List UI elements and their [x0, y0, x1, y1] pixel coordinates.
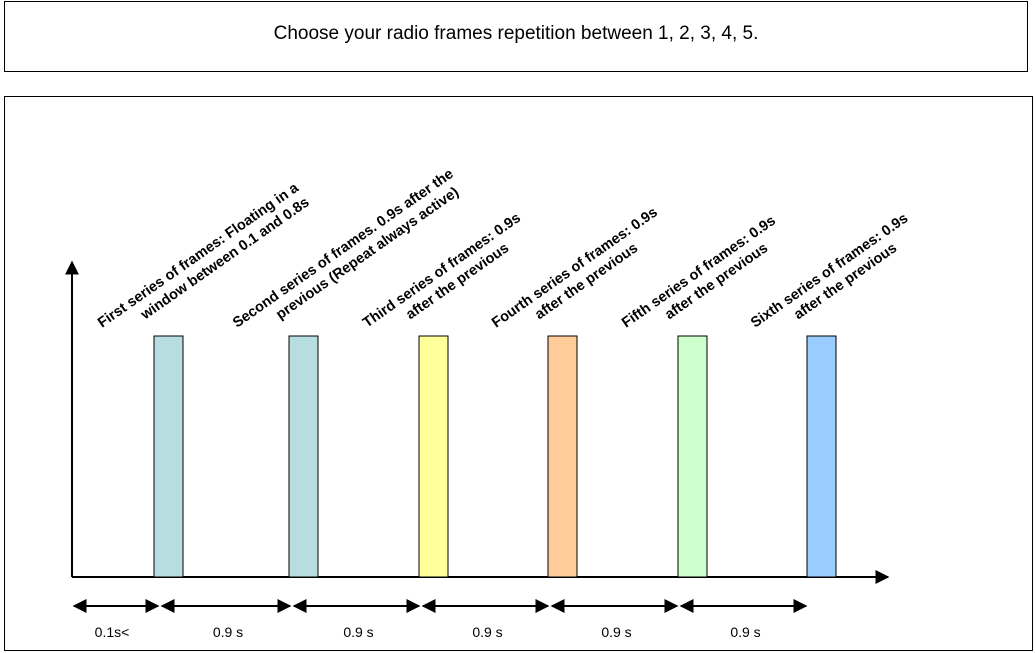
frame-bar-4 [547, 335, 578, 578]
duration-label-3: 0.9 s [343, 624, 373, 640]
duration-label-1: 0.1s< [95, 624, 130, 640]
duration-label-4: 0.9 s [472, 624, 502, 640]
frame-bar-1 [153, 335, 184, 578]
instruction-text: Choose your radio frames repetition betw… [273, 23, 759, 44]
frame-bar-5 [677, 335, 708, 578]
frame-bar-2 [288, 335, 319, 578]
frame-bar-3 [418, 335, 449, 578]
duration-label-2: 0.9 s [213, 624, 243, 640]
duration-label-6: 0.9 s [730, 624, 760, 640]
duration-label-5: 0.9 s [601, 624, 631, 640]
instruction-box: Choose your radio frames repetition betw… [4, 1, 1028, 72]
frame-label-2: Second series of frames. 0.9s after thep… [230, 166, 462, 331]
frame-bar-6 [806, 335, 837, 578]
